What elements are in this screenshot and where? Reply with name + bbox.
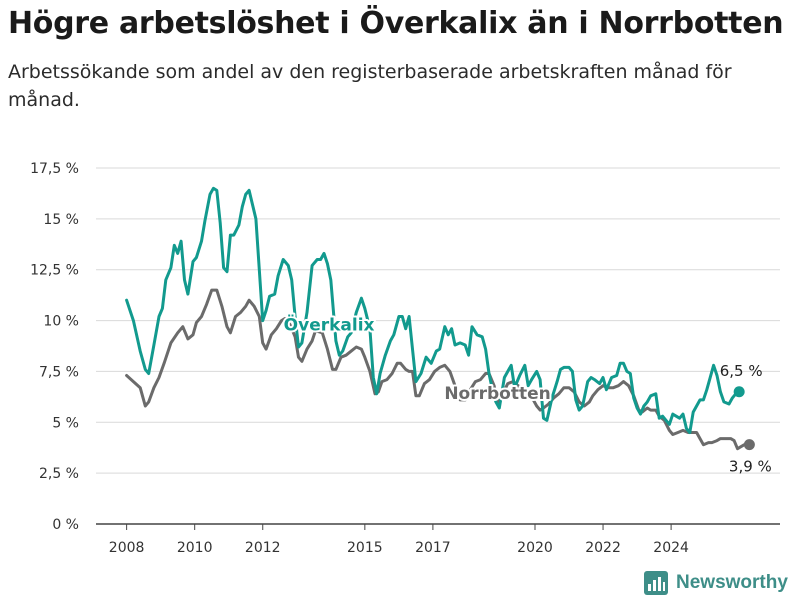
x-axis: 2008 2010 2012 2015 2017 2020 2022 2024 <box>96 523 780 556</box>
x-tick-label: 2020 <box>517 540 553 556</box>
gridlines <box>96 167 780 474</box>
y-tick-label: 7,5 % <box>39 364 79 380</box>
newsworthy-logo-icon <box>644 571 668 595</box>
chart-subtitle: Arbetssökande som andel av den registerb… <box>8 61 732 111</box>
y-tick-label: 2,5 % <box>39 466 79 482</box>
x-tick-label: 2012 <box>245 540 281 556</box>
line-norrbotten <box>125 288 751 451</box>
y-tick-label: 12,5 % <box>30 263 79 279</box>
x-tick-label: 2022 <box>585 540 621 556</box>
y-tick-label: 10 % <box>43 314 79 330</box>
x-tick-label: 2010 <box>177 540 213 556</box>
y-tick-label: 5 % <box>52 415 79 431</box>
x-tick-label: 2024 <box>653 540 689 556</box>
end-point-norrbotten <box>743 439 755 451</box>
y-tick-label: 15 % <box>43 212 79 228</box>
x-tick-label: 2008 <box>109 540 145 556</box>
end-label-overkalix: 6,5 % <box>720 362 763 380</box>
series-labels: 6,5 % 3,9 % Överkalix Norrbotten <box>282 312 772 476</box>
line-overkalix <box>125 186 741 434</box>
end-point-overkalix <box>733 386 745 398</box>
y-tick-label: 0 % <box>52 517 79 533</box>
series-lines <box>125 186 755 451</box>
y-axis-labels: 0 % 2,5 % 5 % 7,5 % 10 % 12,5 % 15 % 17,5 % <box>30 161 79 533</box>
x-tick-label: 2015 <box>347 540 383 556</box>
brand-logo: Newsworthy <box>644 569 788 597</box>
chart-title: Högre arbetslöshet i Överkalix än i Norr… <box>8 6 784 41</box>
y-tick-label: 17,5 % <box>30 161 79 177</box>
series-label-norrbotten: Norrbotten <box>444 384 550 404</box>
end-label-norrbotten: 3,9 % <box>729 458 772 476</box>
x-tick-label: 2017 <box>415 540 451 556</box>
brand-name: Newsworthy <box>676 572 788 593</box>
series-label-overkalix: Överkalix <box>284 314 375 336</box>
